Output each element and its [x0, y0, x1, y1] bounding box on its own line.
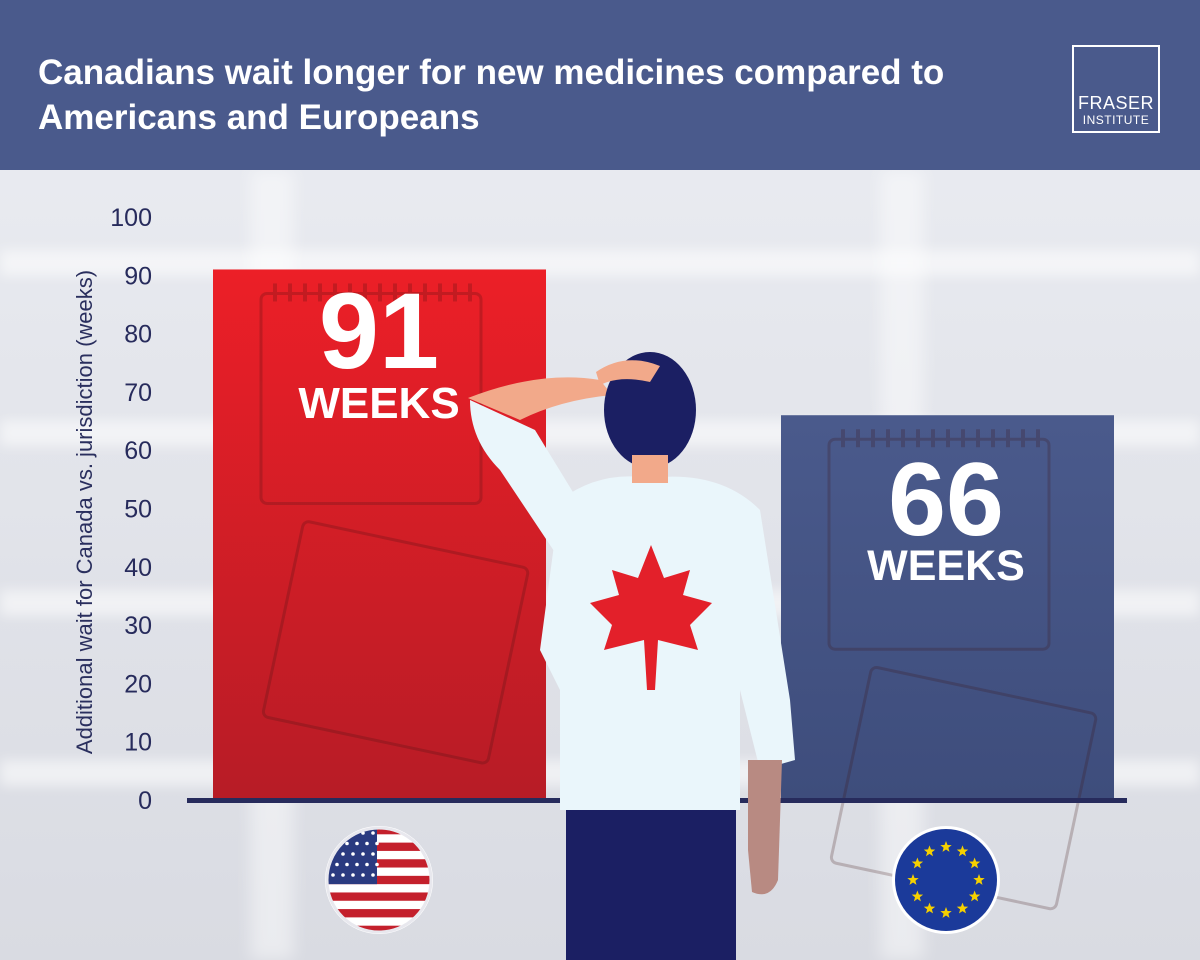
- person-shirt: [540, 476, 795, 810]
- value-label-united-states: 91: [319, 270, 439, 391]
- bar-european-union: [781, 415, 1114, 800]
- person-trousers: [566, 800, 736, 960]
- eu-flag-icon: [892, 826, 1000, 934]
- y-tick-label: 30: [124, 612, 152, 640]
- person-forearm: [468, 377, 612, 420]
- person-head: [604, 352, 696, 468]
- y-axis-label: Additional wait for Canada vs. jurisdict…: [72, 269, 97, 755]
- maple-leaf-icon: [590, 545, 712, 690]
- fraser-institute-logo: FRASER INSTITUTE: [1072, 45, 1160, 133]
- person-lower-arm: [748, 760, 782, 895]
- logo-line-1: FRASER: [1077, 93, 1154, 113]
- person-illustration: [468, 352, 795, 960]
- y-tick-label: 40: [124, 554, 152, 582]
- calendar-icon: [259, 283, 530, 765]
- calendar-icon: [827, 429, 1098, 911]
- y-tick-label: 100: [110, 204, 152, 232]
- y-tick-label: 10: [124, 729, 152, 757]
- y-tick-label: 0: [138, 787, 152, 815]
- value-label-european-union: 66: [888, 442, 1004, 558]
- y-tick-label: 80: [124, 321, 152, 349]
- header-banner: Canadians wait longer for new medicines …: [0, 0, 1200, 170]
- bar-united-states: [213, 269, 546, 801]
- value-unit-label: WEEKS: [867, 542, 1025, 590]
- logo-line-2: INSTITUTE: [1082, 113, 1150, 127]
- y-tick-label: 70: [124, 379, 152, 407]
- us-flag-icon: [325, 826, 433, 934]
- page-title: Canadians wait longer for new medicines …: [38, 53, 945, 137]
- background-shelf: [0, 250, 1200, 276]
- y-tick-label: 90: [124, 262, 152, 290]
- person-neck: [632, 455, 668, 483]
- value-unit-label: WEEKS: [298, 379, 459, 428]
- y-tick-label: 60: [124, 437, 152, 465]
- y-tick-label: 50: [124, 496, 152, 524]
- person-hand: [596, 360, 660, 385]
- person-raised-arm: [470, 400, 590, 560]
- y-tick-label: 20: [124, 670, 152, 698]
